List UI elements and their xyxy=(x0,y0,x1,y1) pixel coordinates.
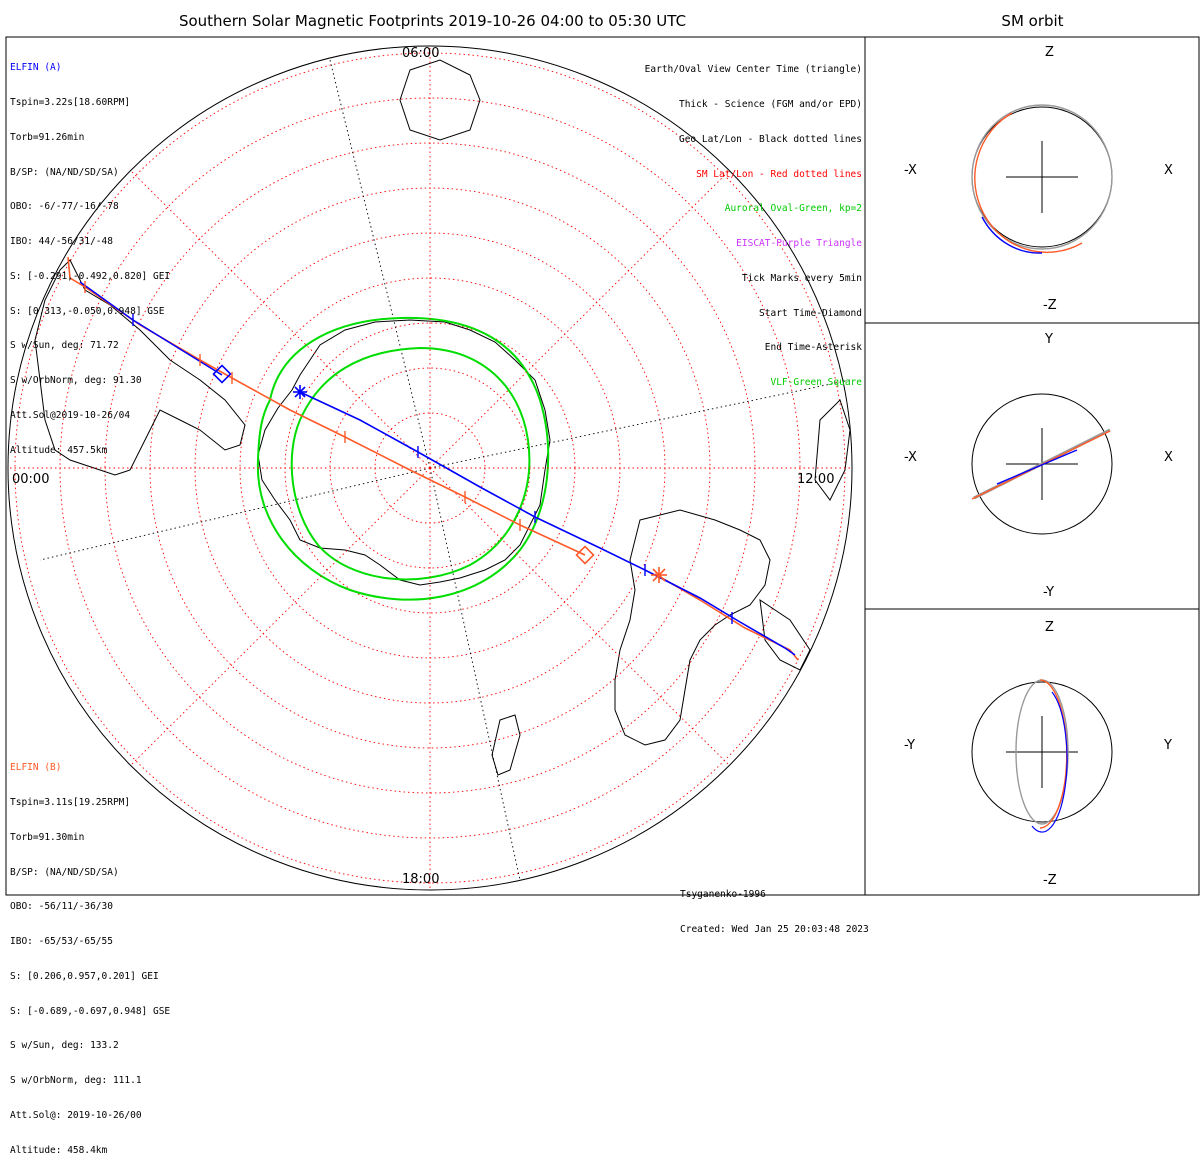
earth-circle xyxy=(971,393,1113,535)
legend-item: Start Time-Diamond xyxy=(759,307,862,319)
orbit-axis-label-left: -X xyxy=(904,163,917,178)
elfin-a-line: S w/Sun, deg: 71.72 xyxy=(10,340,119,352)
elfin-a-line: Torb=91.26min xyxy=(10,131,85,143)
orbit-axis-label-bottom: -Z xyxy=(1043,873,1057,888)
elfin-b-orbit xyxy=(974,112,1083,253)
orbit-axis-label-top: Y xyxy=(1044,332,1053,347)
elfin-b-line: S w/Sun, deg: 133.2 xyxy=(10,1040,119,1052)
coastlines xyxy=(34,59,851,776)
elfin-b-line: S w/OrbNorm, deg: 111.1 xyxy=(10,1075,142,1087)
elfin-b-header: ELFIN (B) xyxy=(10,762,62,774)
clock-label-bottom: 18:00 xyxy=(402,872,439,887)
elfin-b-line: Att.Sol@: 2019-10-26/00 xyxy=(10,1110,142,1121)
antarctica-outline xyxy=(257,319,551,586)
southeast-asia-outline xyxy=(759,598,811,671)
elfin-a-line: S: [0.313,-0.050,0.948] GSE xyxy=(10,305,165,317)
orbit-axis-label-left: -X xyxy=(904,450,917,465)
elfin-b-tick-marks xyxy=(84,281,521,531)
elfin-a-line: Att.Sol@2019-10-26/04 xyxy=(10,410,131,421)
clock-label-top: 06:00 xyxy=(402,46,439,61)
elfin-a-end-asterisk xyxy=(293,385,307,399)
orbit-panel-2: Y -Y -X X xyxy=(904,332,1173,600)
elfin-a-track xyxy=(299,391,796,656)
orbit-panel-3: Z -Z -Y Y xyxy=(904,620,1172,888)
clock-label-left: 00:00 xyxy=(12,472,49,487)
legend-item: EISCAT-Purple Triangle xyxy=(736,238,862,250)
legend-item: VLF-Green Square xyxy=(770,377,862,389)
elfin-a-tick-marks xyxy=(132,314,733,624)
orbit-axis-label-top: Z xyxy=(1045,620,1054,635)
model-name: Tsyganenko-1996 xyxy=(680,889,766,901)
elfin-a-start-diamond xyxy=(212,364,232,384)
elfin-a-line: Altitude: 457.5km xyxy=(10,444,108,456)
orbit-axis-label-left: -Y xyxy=(904,738,915,753)
elfin-b-line: Tspin=3.11s[19.25RPM] xyxy=(10,796,131,808)
legend-item: Auroral Oval-Green, kp=2 xyxy=(724,203,862,215)
earth-circle xyxy=(971,681,1113,823)
elfin-a-line: S w/OrbNorm, deg: 91.30 xyxy=(10,375,142,387)
sm-orbit-title: SM orbit xyxy=(1001,12,1064,30)
orbit-axis-label-right: X xyxy=(1164,163,1173,178)
orbit-axis-label-bottom: -Y xyxy=(1043,585,1054,600)
orbit-axis-label-right: X xyxy=(1164,450,1173,465)
africa-outline xyxy=(614,509,771,746)
geo-latlon-grid xyxy=(39,59,851,881)
elfin-b-start-diamond xyxy=(575,545,595,565)
elfin-b-line: OBO: -56/11/-36/30 xyxy=(10,901,113,913)
auroral-oval-outer xyxy=(256,316,550,601)
elfin-a-line: B/SP: (NA/ND/SD/SA) xyxy=(10,166,119,178)
orbit-axis-label-bottom: -Z xyxy=(1043,298,1057,313)
elfin-a-orbit xyxy=(996,449,1078,485)
earth-limb xyxy=(7,45,853,891)
legend-item: End Time-Asterisk xyxy=(764,342,862,354)
elfin-b-line: Torb=91.30min xyxy=(10,831,85,843)
elfin-a-orbit xyxy=(981,216,1043,254)
australia-outline xyxy=(399,59,481,141)
elfin-b-line: IBO: -65/53/-65/55 xyxy=(10,936,113,948)
legend-item: Earth/Oval View Center Time (triangle) xyxy=(644,64,862,76)
elfin-a-info: ELFIN (A) Tspin=3.22s[18.60RPM] Torb=91.… xyxy=(10,39,170,468)
elfin-a-orbit xyxy=(1031,691,1068,833)
orbit-axis-label-right: Y xyxy=(1163,738,1172,753)
elfin-b-end-asterisk xyxy=(651,567,667,583)
orbit-axis-label-top: Z xyxy=(1045,45,1054,60)
sm-longitude-lines xyxy=(10,48,850,888)
orbit-path-gray xyxy=(971,104,1113,250)
elfin-b-track-1 xyxy=(67,256,586,556)
legend-item: Tick Marks every 5min xyxy=(741,272,862,284)
elfin-b-line: S: [0.206,0.957,0.201] GEI xyxy=(10,970,159,982)
elfin-b-line: B/SP: (NA/ND/SD/SA) xyxy=(10,866,119,878)
legend-item: SM Lat/Lon - Red dotted lines xyxy=(696,168,862,180)
elfin-a-line: OBO: -6/-77/-16/-78 xyxy=(10,201,119,213)
auroral-oval-inner xyxy=(290,346,531,581)
created-timestamp: Created: Wed Jan 25 20:03:48 2023 xyxy=(680,923,869,935)
elfin-a-header: ELFIN (A) xyxy=(10,62,62,74)
legend-item: Geo Lat/Lon - Black dotted lines xyxy=(678,133,862,145)
india-outline xyxy=(814,399,851,501)
plot-title: Southern Solar Magnetic Footprints 2019-… xyxy=(178,12,687,30)
elfin-a-line: S: [-0.291,-0.492,0.820] GEI xyxy=(10,270,171,282)
elfin-b-orbit xyxy=(1039,679,1068,829)
elfin-b-line: Altitude: 458.4km xyxy=(10,1144,108,1156)
elfin-a-line: IBO: 44/-56/31/-48 xyxy=(10,236,113,248)
madagascar-outline xyxy=(491,714,521,776)
clock-label-right: 12:00 xyxy=(797,472,834,487)
elfin-b-info: ELFIN (B) Tspin=3.11s[19.25RPM] Torb=91.… xyxy=(10,739,170,1168)
legend-item: Thick - Science (FGM and/or EPD) xyxy=(678,98,862,110)
orbit-frame xyxy=(864,36,1200,896)
sm-orbit-panels: Z -Z -X X Y -Y -X X Z -Z -Y Y xyxy=(904,45,1173,888)
footprint-figure: 06:00 00:00 12:00 18:00 Z -Z -X X Y -Y -X X Z -Z -… xyxy=(5,36,1200,896)
elfin-a-line: Tspin=3.22s[18.60RPM] xyxy=(10,96,131,108)
legend: Earth/Oval View Center Time (triangle) T… xyxy=(645,41,862,400)
elfin-b-line: S: [-0.689,-0.697,0.948] GSE xyxy=(10,1005,171,1017)
credits: Tsyganenko-1996 Created: Wed Jan 25 20:0… xyxy=(680,866,869,947)
south-america-outline xyxy=(34,259,246,476)
orbit-panel-1: Z -Z -X X xyxy=(904,45,1173,313)
